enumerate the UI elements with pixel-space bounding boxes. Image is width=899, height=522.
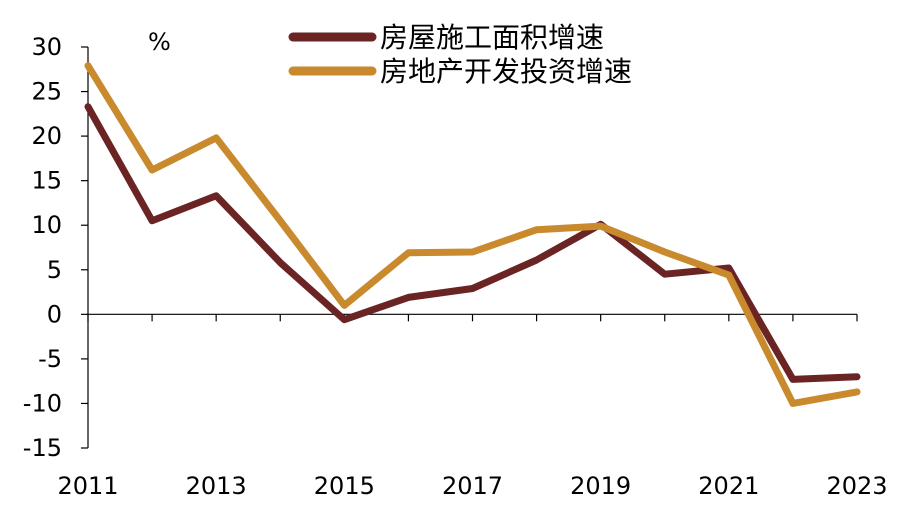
y-tick-label: 5 [47,256,62,284]
y-tick-label: -5 [38,345,62,373]
y-tick-label: 25 [31,78,62,106]
x-tick-label: 2023 [826,472,887,500]
x-tick-label: 2013 [186,472,247,500]
x-tick-label: 2021 [698,472,759,500]
y-tick-label: 20 [31,122,62,150]
y-tick-label: -15 [23,434,62,462]
legend-label-floor-space-growth: 房屋施工面积增速 [380,21,604,54]
axes [87,47,857,448]
series-line-investment-growth [84,62,861,407]
y-axis-ticks: 30 25 20 15 10 5 0 -5 -10 -15 [23,33,88,462]
y-tick-label: -10 [23,389,62,417]
y-unit-label: % [148,28,171,56]
legend-label-investment-growth: 房地产开发投资增速 [380,55,632,88]
x-tick-label: 2015 [314,472,375,500]
series [84,62,861,407]
x-tick-label: 2011 [57,472,118,500]
series-line-floor-space-growth [84,103,861,383]
legend: 房屋施工面积增速 房地产开发投资增速 [288,21,632,88]
y-tick-label: 0 [47,300,62,328]
y-tick-label: 10 [31,211,62,239]
x-axis-ticks: 2011 2013 2015 2017 2019 2021 2023 [57,314,888,500]
x-tick-label: 2019 [570,472,631,500]
y-tick-label: 15 [31,167,62,195]
x-tick-label: 2017 [442,472,503,500]
y-tick-label: 30 [31,33,62,61]
